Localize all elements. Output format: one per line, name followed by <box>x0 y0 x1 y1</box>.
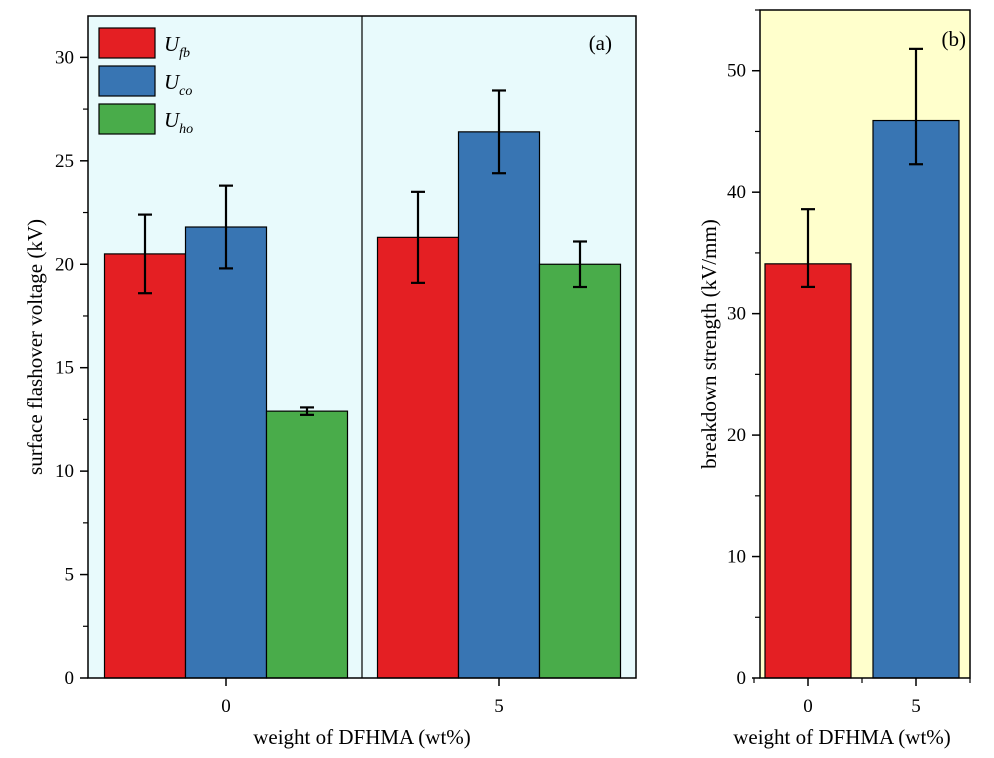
bar-breakdown-5 <box>872 119 960 679</box>
legend-swatch <box>98 27 156 59</box>
panel-b-frame <box>759 9 971 679</box>
x-tick-label: 0 <box>803 696 813 717</box>
panel-b-x-axis-title: weight of DFHMA (wt%) <box>733 725 951 749</box>
panel-a-label: (a) <box>589 31 612 55</box>
x-tick-label: 5 <box>494 696 504 717</box>
bar-fb-0 <box>103 253 187 679</box>
y-tick-label: 10 <box>727 547 746 568</box>
y-tick-label: 0 <box>65 668 75 689</box>
y-tick-label: 40 <box>727 182 746 203</box>
legend-swatch <box>98 65 156 97</box>
panel-a-x-axis-title: weight of DFHMA (wt%) <box>253 725 471 749</box>
bar-co-5 <box>457 131 541 679</box>
error-bar-breakdown-5 <box>909 47 923 166</box>
y-tick-label: 5 <box>65 565 75 586</box>
y-tick-label: 50 <box>727 61 746 82</box>
bar-co-0 <box>184 226 268 679</box>
bar-breakdown-0 <box>764 263 852 679</box>
y-tick-label: 15 <box>55 358 74 379</box>
panel-a-bars <box>103 89 622 679</box>
x-tick-label: 5 <box>911 696 921 717</box>
panel-a-frame <box>87 15 637 679</box>
error-bar-fb-0 <box>138 213 152 295</box>
panel-b-label: (b) <box>942 27 967 51</box>
y-tick-label: 10 <box>55 461 74 482</box>
bar-ho-5 <box>538 263 622 679</box>
error-bar-breakdown-0 <box>801 208 815 289</box>
legend-swatch <box>98 103 156 135</box>
y-tick-label: 20 <box>55 254 74 275</box>
x-tick-label: 0 <box>221 696 231 717</box>
legend-label: Ufb <box>164 32 190 61</box>
legend-label: Uho <box>164 108 193 137</box>
panel-b-y-axis: 0 10 20 30 40 50 <box>727 9 760 689</box>
error-bar-ho-5 <box>573 240 587 289</box>
panel-b-y-axis-title: breakdown strength (kV/mm) <box>697 219 721 469</box>
panel-b-bars <box>764 47 960 679</box>
legend-label: Uco <box>164 70 192 99</box>
bar-ho-0 <box>265 410 349 679</box>
bar-fb-5 <box>376 236 460 679</box>
y-tick-label: 0 <box>737 668 747 689</box>
error-bar-co-5 <box>492 89 506 175</box>
panel-a-y-axis: 0 5 10 15 20 25 30 <box>55 47 88 689</box>
y-tick-label: 25 <box>55 151 74 172</box>
legend-entry-ho: Uho <box>98 103 193 137</box>
legend-entry-co: Uco <box>98 65 192 99</box>
panel-a-legend: Ufb Uco Uho <box>98 27 193 137</box>
error-bar-co-0 <box>219 184 233 270</box>
y-tick-label: 30 <box>727 304 746 325</box>
y-tick-label: 30 <box>55 47 74 68</box>
panel-a-y-axis-title: surface flashover voltage (kV) <box>23 219 47 475</box>
error-bar-ho-0 <box>300 406 314 416</box>
error-bar-fb-5 <box>411 190 425 284</box>
y-tick-label: 20 <box>727 425 746 446</box>
legend-entry-fb: Ufb <box>98 27 190 61</box>
